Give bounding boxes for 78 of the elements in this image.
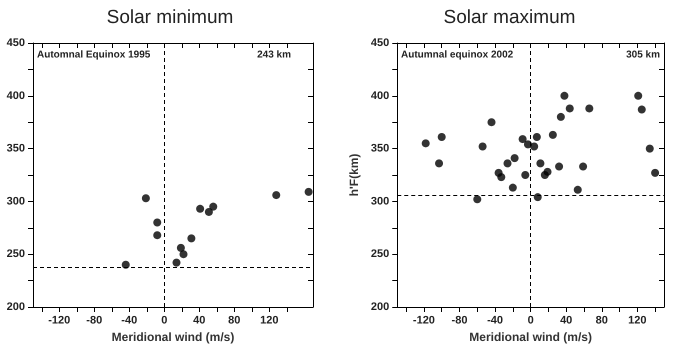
point <box>497 173 506 182</box>
point <box>566 104 574 112</box>
y-tick-label: 200 <box>370 301 390 313</box>
x-tick-label: -40 <box>487 314 504 326</box>
point <box>579 162 588 171</box>
point <box>638 106 646 114</box>
y-tick-label: 200 <box>6 301 25 313</box>
point <box>488 118 496 126</box>
point <box>209 202 218 211</box>
point <box>153 218 162 227</box>
annotation: 305 km <box>626 50 660 60</box>
point <box>304 188 313 196</box>
x-tick-label: 80 <box>596 314 608 326</box>
x-tick-label: 40 <box>193 314 206 326</box>
point <box>172 258 180 267</box>
point <box>142 194 150 202</box>
x-tick-label: -120 <box>412 314 435 326</box>
x-tick-label: -80 <box>86 314 102 326</box>
point <box>544 168 552 176</box>
y-tick-label: 250 <box>6 248 25 260</box>
x-tick-label: -80 <box>452 314 468 326</box>
point <box>634 92 642 100</box>
point <box>435 159 444 168</box>
chart-title: Solar minimum <box>106 7 234 28</box>
point <box>508 184 517 192</box>
point <box>574 186 582 194</box>
x-axis-title: Meridional wind (m/s) <box>469 330 592 344</box>
point <box>180 250 188 258</box>
x-tick-label: 120 <box>628 314 647 326</box>
x-tick-label: -120 <box>48 314 70 326</box>
point <box>646 144 654 153</box>
y-tick-label: 250 <box>370 248 390 260</box>
x-tick-label: 0 <box>528 314 534 326</box>
y-axis-title: h'F(km) <box>347 154 361 196</box>
point <box>272 191 280 200</box>
point <box>204 208 213 216</box>
point <box>555 162 564 171</box>
point <box>585 104 594 112</box>
point <box>556 112 565 121</box>
x-axis-title: Meridional wind (m/s) <box>112 330 234 344</box>
point <box>548 130 557 139</box>
point <box>536 159 544 168</box>
point <box>532 132 541 141</box>
x-tick-label: 40 <box>560 314 572 326</box>
y-tick-label: 450 <box>370 37 390 49</box>
point <box>422 139 430 148</box>
point <box>187 234 196 242</box>
point <box>518 135 527 144</box>
point <box>534 193 542 202</box>
annotation: Automnal Equinox 1995 <box>37 50 151 60</box>
y-tick-label: 300 <box>370 195 390 208</box>
annotation: Autumnal equinox 2002 <box>401 50 514 60</box>
x-tick-label: 80 <box>228 314 240 326</box>
y-tick-label: 400 <box>370 90 390 102</box>
annotation: 243 km <box>257 50 292 60</box>
point <box>560 92 568 100</box>
x-tick-label: 0 <box>161 314 168 326</box>
point <box>524 140 532 148</box>
point <box>510 154 519 162</box>
x-tick-label: -40 <box>121 314 138 326</box>
y-tick-label: 300 <box>6 195 25 208</box>
y-tick-label: 350 <box>370 142 390 155</box>
point <box>504 159 512 168</box>
point <box>651 168 660 177</box>
point <box>176 244 185 252</box>
point <box>153 231 162 240</box>
y-tick-label: 400 <box>6 90 25 102</box>
x-tick-label: 120 <box>260 314 278 326</box>
point <box>473 195 482 204</box>
point <box>478 142 487 150</box>
y-tick-label: 450 <box>6 37 25 49</box>
point <box>196 204 204 213</box>
point <box>122 260 130 269</box>
chart-title: Solar maximum <box>444 7 576 28</box>
point <box>530 142 538 150</box>
y-tick-label: 350 <box>6 142 25 155</box>
point <box>521 171 530 179</box>
point <box>438 132 446 141</box>
